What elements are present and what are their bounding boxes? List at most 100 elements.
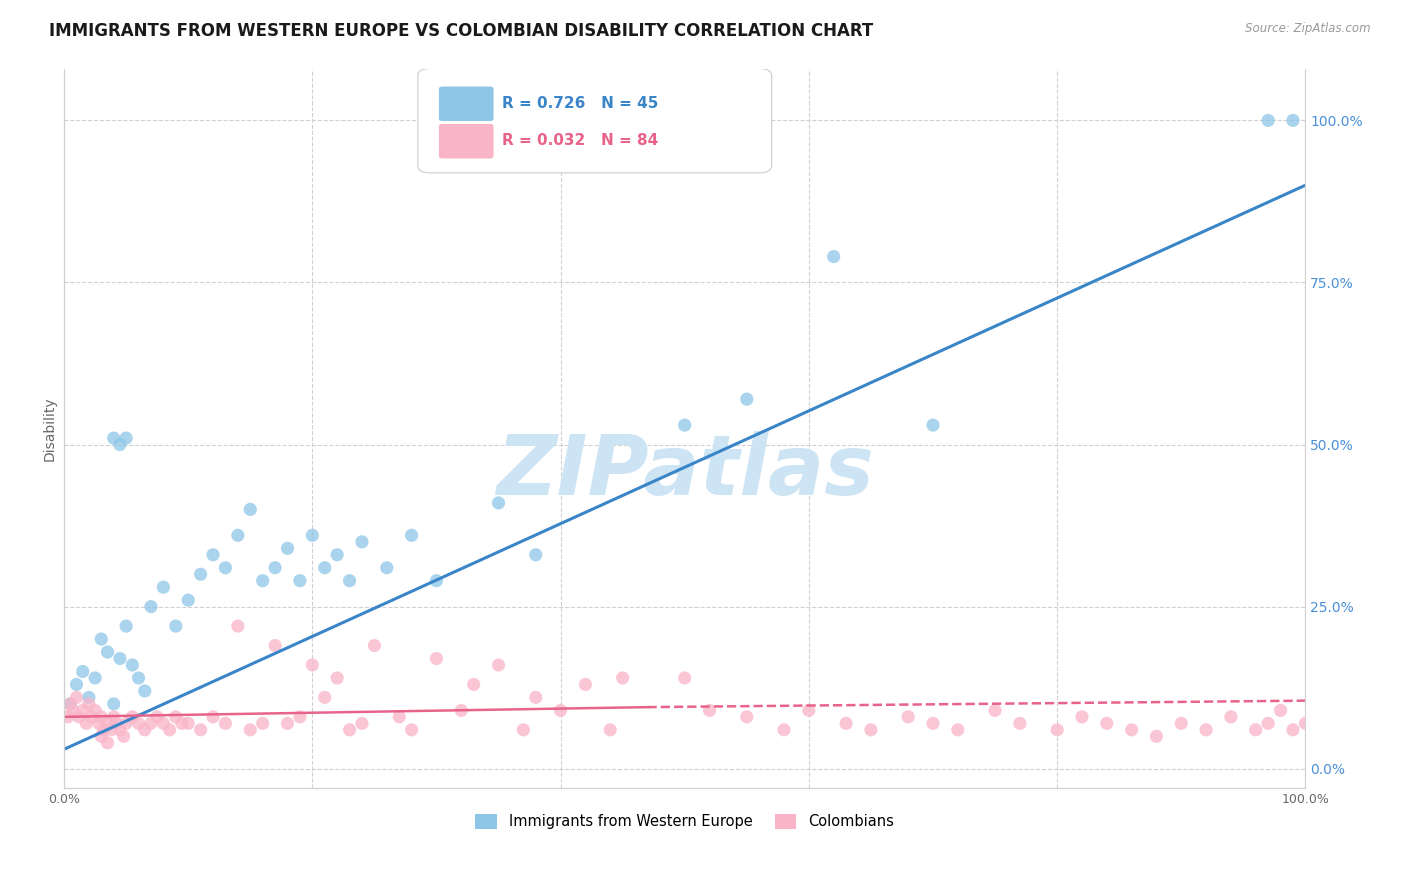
Point bbox=[100, 723, 122, 737]
Point bbox=[1294, 716, 1316, 731]
Point bbox=[152, 716, 174, 731]
Point bbox=[1219, 710, 1241, 724]
Y-axis label: Disability: Disability bbox=[44, 396, 58, 460]
Point bbox=[326, 548, 349, 562]
Point bbox=[77, 697, 100, 711]
Point bbox=[599, 723, 621, 737]
Point bbox=[401, 528, 423, 542]
Point bbox=[108, 437, 131, 451]
Point bbox=[797, 703, 820, 717]
Text: R = 0.726   N = 45: R = 0.726 N = 45 bbox=[502, 95, 658, 111]
Point bbox=[339, 723, 361, 737]
Point bbox=[1008, 716, 1031, 731]
Point bbox=[226, 619, 249, 633]
Point bbox=[984, 703, 1007, 717]
Point bbox=[326, 671, 349, 685]
Point bbox=[922, 716, 945, 731]
Point bbox=[314, 560, 336, 574]
Point bbox=[1170, 716, 1192, 731]
Point bbox=[835, 716, 858, 731]
Point bbox=[139, 716, 162, 731]
Point bbox=[612, 671, 634, 685]
Point bbox=[190, 567, 212, 582]
Point bbox=[115, 619, 138, 633]
Point bbox=[62, 703, 84, 717]
Point bbox=[115, 716, 138, 731]
Point bbox=[314, 690, 336, 705]
Point bbox=[90, 710, 112, 724]
Text: Source: ZipAtlas.com: Source: ZipAtlas.com bbox=[1246, 22, 1371, 36]
Point bbox=[72, 665, 94, 679]
Point bbox=[139, 599, 162, 614]
Point bbox=[301, 528, 323, 542]
Point bbox=[450, 703, 472, 717]
Point bbox=[524, 548, 547, 562]
Point bbox=[202, 710, 225, 724]
Point bbox=[350, 534, 373, 549]
Point bbox=[922, 418, 945, 433]
Point bbox=[264, 639, 287, 653]
Point bbox=[159, 723, 181, 737]
Point bbox=[1121, 723, 1143, 737]
Point bbox=[264, 560, 287, 574]
Point bbox=[524, 690, 547, 705]
Point bbox=[946, 723, 969, 737]
Point bbox=[252, 716, 274, 731]
Point bbox=[859, 723, 882, 737]
Point bbox=[673, 671, 696, 685]
Point bbox=[165, 710, 187, 724]
Point bbox=[1071, 710, 1094, 724]
Legend: Immigrants from Western Europe, Colombians: Immigrants from Western Europe, Colombia… bbox=[470, 808, 900, 835]
Point bbox=[134, 684, 156, 698]
Point bbox=[288, 710, 311, 724]
Point bbox=[103, 710, 125, 724]
Point bbox=[735, 710, 758, 724]
Point bbox=[1270, 703, 1292, 717]
Point bbox=[115, 431, 138, 445]
Point bbox=[190, 723, 212, 737]
Point bbox=[375, 560, 398, 574]
Point bbox=[134, 723, 156, 737]
Point bbox=[1257, 716, 1279, 731]
Point bbox=[363, 639, 385, 653]
Point bbox=[177, 593, 200, 607]
Point bbox=[84, 671, 107, 685]
Point bbox=[75, 716, 97, 731]
FancyBboxPatch shape bbox=[439, 124, 494, 159]
Text: ZIPatlas: ZIPatlas bbox=[496, 431, 873, 512]
Point bbox=[170, 716, 193, 731]
Point bbox=[288, 574, 311, 588]
Point bbox=[699, 703, 721, 717]
Point bbox=[339, 574, 361, 588]
Point bbox=[1282, 113, 1305, 128]
Text: IMMIGRANTS FROM WESTERN EUROPE VS COLOMBIAN DISABILITY CORRELATION CHART: IMMIGRANTS FROM WESTERN EUROPE VS COLOMB… bbox=[49, 22, 873, 40]
Point bbox=[239, 502, 262, 516]
FancyBboxPatch shape bbox=[418, 69, 772, 173]
Point bbox=[488, 496, 510, 510]
Point bbox=[108, 723, 131, 737]
Point bbox=[673, 418, 696, 433]
Point bbox=[252, 574, 274, 588]
Point bbox=[67, 710, 90, 724]
Point bbox=[77, 690, 100, 705]
Point bbox=[146, 710, 169, 724]
Text: R = 0.032   N = 84: R = 0.032 N = 84 bbox=[502, 133, 658, 148]
Point bbox=[152, 580, 174, 594]
Point bbox=[84, 703, 107, 717]
Point bbox=[214, 716, 236, 731]
Point bbox=[103, 697, 125, 711]
Point bbox=[128, 716, 150, 731]
Point bbox=[80, 710, 103, 724]
Point bbox=[488, 658, 510, 673]
Point bbox=[59, 697, 82, 711]
Point bbox=[897, 710, 920, 724]
Point bbox=[574, 677, 596, 691]
Point bbox=[276, 541, 298, 556]
Point bbox=[1144, 729, 1167, 743]
Point bbox=[105, 716, 128, 731]
Point bbox=[463, 677, 485, 691]
Point bbox=[96, 645, 118, 659]
Point bbox=[56, 710, 79, 724]
Point bbox=[350, 716, 373, 731]
Point bbox=[177, 716, 200, 731]
